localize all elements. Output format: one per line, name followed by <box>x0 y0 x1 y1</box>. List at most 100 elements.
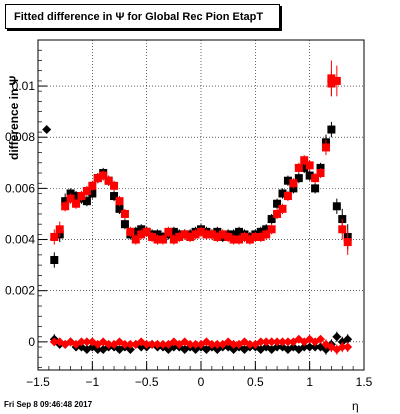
data-point-square <box>283 192 292 201</box>
data-point-diamond <box>191 339 201 349</box>
data-point-square <box>202 230 211 239</box>
data-point-square <box>338 225 347 234</box>
data-point-square <box>50 232 59 241</box>
data-point-square <box>300 163 309 172</box>
chart-title: Fitted difference in Ψ for Global Rec Pi… <box>14 10 264 23</box>
data-point-square <box>115 197 124 206</box>
data-point-square <box>120 209 129 218</box>
data-point-square <box>142 227 151 236</box>
x-axis-label: η <box>352 399 359 413</box>
data-point-square <box>164 227 173 236</box>
data-point-square <box>262 230 271 239</box>
data-point-square <box>218 230 227 239</box>
data-point-square <box>93 174 102 183</box>
data-point-diamond <box>305 342 315 352</box>
data-point-square <box>213 232 222 241</box>
data-point-diamond <box>337 342 347 352</box>
data-point-square <box>245 235 254 244</box>
data-point-square <box>104 176 113 185</box>
x-tick-label: 0.5 <box>247 375 264 389</box>
data-point-square <box>131 227 140 236</box>
data-point-square <box>305 171 314 180</box>
data-point-square <box>273 199 282 208</box>
data-point-square <box>316 169 325 178</box>
data-point-square <box>235 235 244 244</box>
y-tick-label: 0.002 <box>5 284 35 298</box>
data-point-square <box>283 176 292 185</box>
data-point-square <box>110 181 119 190</box>
data-point-diamond <box>267 337 277 347</box>
data-point-square <box>180 230 189 239</box>
data-point-square <box>321 143 330 152</box>
axes: −1.5 −1 −0.5 0 0.5 1 1.5 0 0.002 0.004 0.006 0.008 0… <box>5 39 373 389</box>
data-point-square <box>88 189 97 198</box>
data-point-square <box>115 204 124 213</box>
data-point-square <box>88 181 97 190</box>
data-point-square <box>55 225 64 234</box>
data-point-diamond <box>212 339 222 349</box>
data-point-square <box>153 235 162 244</box>
data-point-diamond <box>93 345 103 355</box>
x-tick-label: 0 <box>198 375 205 389</box>
data-point-square <box>175 232 184 241</box>
data-point-square <box>82 197 91 206</box>
data-point-diamond <box>147 339 157 349</box>
data-point-square <box>61 202 70 211</box>
data-point-square <box>158 235 167 244</box>
data-point-diamond <box>125 345 135 355</box>
data-point-diamond <box>332 332 342 342</box>
data-point-diamond <box>272 337 282 347</box>
data-point-square <box>235 227 244 236</box>
data-point-diamond <box>185 339 195 349</box>
data-point-square <box>50 256 59 264</box>
data-point-square <box>186 232 195 241</box>
data-point-square <box>72 199 81 208</box>
data-point-diamond <box>42 125 52 135</box>
data-point-square <box>224 232 233 241</box>
data-point-diamond <box>310 342 320 352</box>
y-tick-label: 0.004 <box>5 233 35 247</box>
data-point-square <box>327 125 336 134</box>
data-point-square <box>131 235 140 244</box>
data-point-diamond <box>283 337 293 347</box>
data-point-square <box>305 161 314 170</box>
data-point-square <box>110 192 119 201</box>
data-point-square <box>332 76 341 85</box>
data-point-square <box>229 235 238 244</box>
data-point-square <box>169 235 178 244</box>
data-points <box>42 60 353 355</box>
data-point-diamond <box>82 337 92 347</box>
data-point-square <box>207 230 216 239</box>
x-tick-label: −1 <box>85 375 99 389</box>
x-tick-label: −0.5 <box>135 375 159 389</box>
data-point-diamond <box>278 337 287 347</box>
x-tick-label: 1 <box>306 375 313 389</box>
y-axis-label: difference in Ψ <box>7 75 21 160</box>
data-point-diamond <box>261 337 271 347</box>
data-point-square <box>240 232 249 241</box>
data-point-square <box>311 184 320 193</box>
data-point-square <box>327 74 336 83</box>
data-point-square <box>82 186 91 195</box>
y-tick-label: 0 <box>28 335 35 349</box>
data-point-diamond <box>245 339 255 349</box>
data-point-diamond <box>250 339 260 349</box>
data-point-square <box>72 192 81 201</box>
data-point-square <box>289 179 298 188</box>
y-tick-label: 0.006 <box>5 181 35 195</box>
data-point-square <box>278 204 287 213</box>
data-point-diamond <box>49 337 59 347</box>
data-point-square <box>294 163 303 172</box>
data-point-square <box>256 232 265 241</box>
x-tick-label: 1.5 <box>356 375 373 389</box>
data-point-diamond <box>343 334 353 344</box>
data-point-square <box>294 174 303 183</box>
data-point-diamond <box>158 339 168 349</box>
data-point-diamond <box>120 339 130 349</box>
data-point-square <box>169 227 178 236</box>
data-point-square <box>311 174 320 183</box>
data-point-square <box>197 227 205 236</box>
data-point-diamond <box>256 337 266 347</box>
data-point-square <box>120 220 129 229</box>
y-tick-label: 0.008 <box>5 130 35 144</box>
